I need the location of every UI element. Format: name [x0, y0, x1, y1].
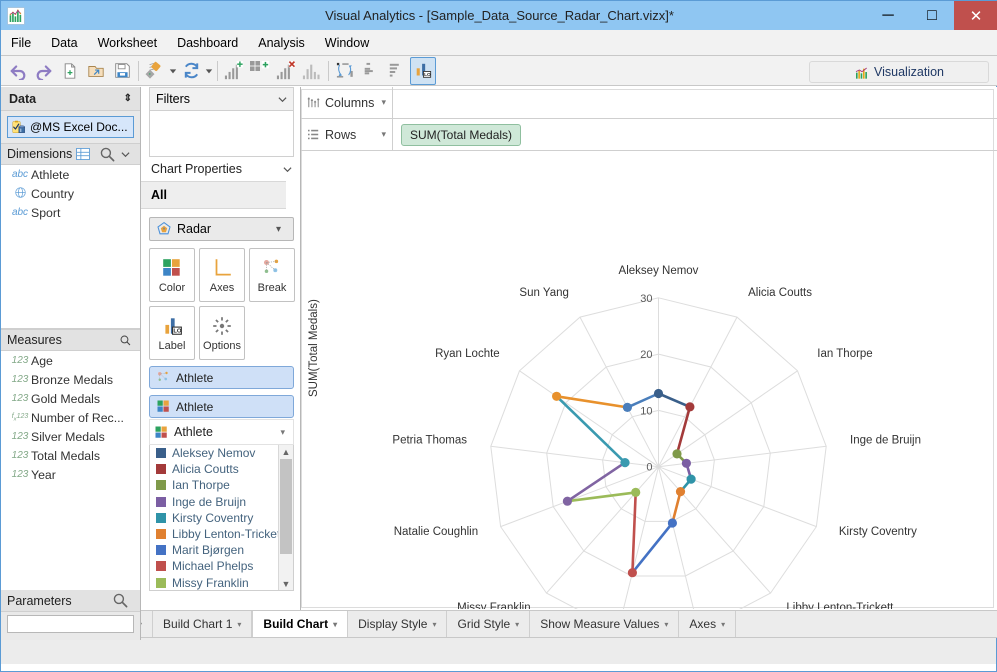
- svg-text:Kirsty Coventry: Kirsty Coventry: [839, 526, 917, 538]
- svg-text:Petria Thomas: Petria Thomas: [392, 434, 467, 446]
- svg-text:Sun Yang: Sun Yang: [519, 287, 568, 299]
- svg-text:20: 20: [640, 349, 652, 361]
- svg-text:Missy Franklin: Missy Franklin: [457, 602, 530, 609]
- svg-text:Alicia Coutts: Alicia Coutts: [748, 287, 812, 299]
- svg-text:10: 10: [640, 405, 652, 417]
- svg-text:Aleksey Nemov: Aleksey Nemov: [619, 265, 699, 277]
- svg-text:Libby Lenton-Trickett: Libby Lenton-Trickett: [786, 602, 894, 609]
- svg-text:LO: LO: [173, 328, 182, 334]
- svg-text:Ryan Lochte: Ryan Lochte: [435, 348, 500, 360]
- svg-text:Inge de Bruijn: Inge de Bruijn: [850, 434, 921, 446]
- svg-text:0: 0: [646, 462, 652, 474]
- svg-text:LO: LO: [424, 72, 431, 78]
- svg-text:Natalie Coughlin: Natalie Coughlin: [394, 526, 478, 538]
- svg-text:30: 30: [640, 293, 652, 305]
- svg-text:Ian Thorpe: Ian Thorpe: [817, 348, 872, 360]
